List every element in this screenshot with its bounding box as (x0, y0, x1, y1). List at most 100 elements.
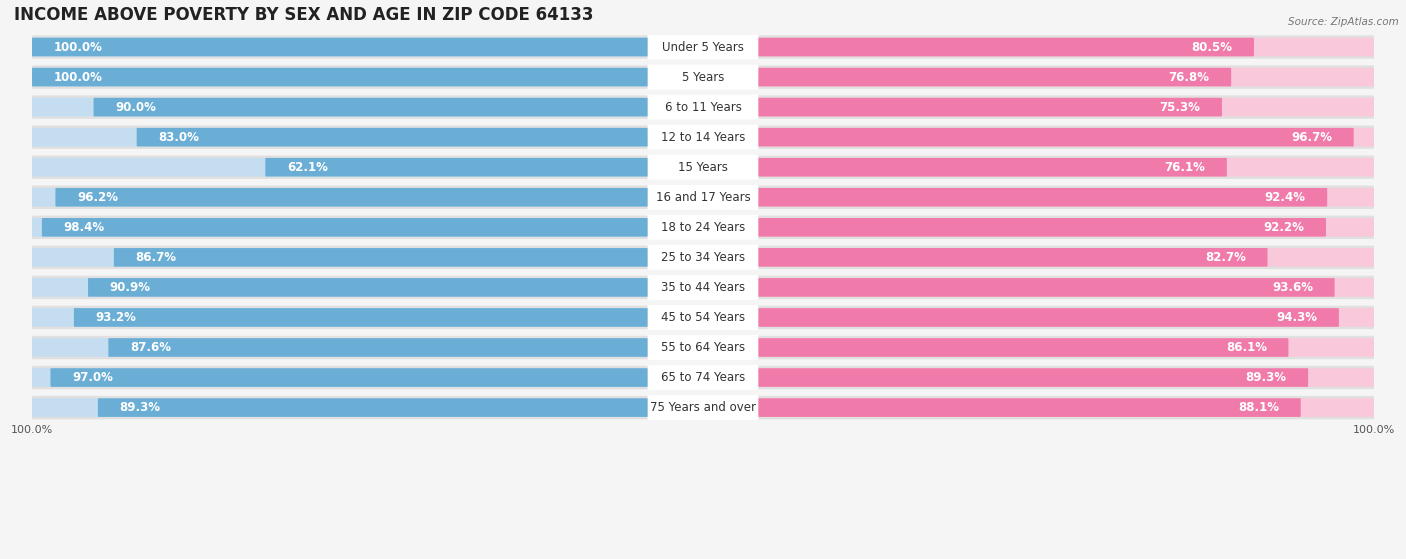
FancyBboxPatch shape (758, 306, 1374, 329)
FancyBboxPatch shape (758, 366, 1374, 389)
FancyBboxPatch shape (55, 188, 648, 207)
FancyBboxPatch shape (758, 336, 1374, 359)
FancyBboxPatch shape (648, 155, 758, 179)
FancyBboxPatch shape (648, 335, 758, 360)
FancyBboxPatch shape (75, 308, 648, 327)
Text: Under 5 Years: Under 5 Years (662, 41, 744, 54)
FancyBboxPatch shape (758, 158, 1374, 177)
FancyBboxPatch shape (32, 245, 648, 269)
FancyBboxPatch shape (32, 155, 648, 179)
FancyBboxPatch shape (758, 276, 1374, 299)
Text: 76.8%: 76.8% (1168, 70, 1209, 84)
FancyBboxPatch shape (758, 68, 1232, 87)
FancyBboxPatch shape (32, 336, 648, 359)
Text: 16 and 17 Years: 16 and 17 Years (655, 191, 751, 204)
FancyBboxPatch shape (32, 308, 648, 327)
Text: 96.7%: 96.7% (1291, 131, 1331, 144)
FancyBboxPatch shape (758, 248, 1374, 267)
Text: 35 to 44 Years: 35 to 44 Years (661, 281, 745, 294)
FancyBboxPatch shape (648, 94, 758, 120)
FancyBboxPatch shape (758, 68, 1374, 87)
FancyBboxPatch shape (32, 306, 648, 329)
FancyBboxPatch shape (266, 158, 648, 177)
Text: 80.5%: 80.5% (1191, 41, 1233, 54)
FancyBboxPatch shape (32, 338, 648, 357)
FancyBboxPatch shape (758, 245, 1374, 269)
FancyBboxPatch shape (758, 216, 1374, 239)
FancyBboxPatch shape (758, 218, 1374, 236)
Text: 96.2%: 96.2% (77, 191, 118, 204)
FancyBboxPatch shape (648, 275, 758, 300)
Text: 92.2%: 92.2% (1264, 221, 1305, 234)
Text: 5 Years: 5 Years (682, 70, 724, 84)
Text: 89.3%: 89.3% (120, 401, 160, 414)
FancyBboxPatch shape (32, 216, 648, 239)
FancyBboxPatch shape (648, 245, 758, 270)
FancyBboxPatch shape (758, 155, 1374, 179)
FancyBboxPatch shape (758, 37, 1374, 56)
FancyBboxPatch shape (758, 188, 1327, 207)
FancyBboxPatch shape (32, 65, 648, 89)
Text: 97.0%: 97.0% (72, 371, 112, 384)
FancyBboxPatch shape (758, 396, 1374, 419)
FancyBboxPatch shape (648, 305, 758, 330)
Text: 89.3%: 89.3% (1246, 371, 1286, 384)
Text: 65 to 74 Years: 65 to 74 Years (661, 371, 745, 384)
FancyBboxPatch shape (32, 68, 648, 87)
FancyBboxPatch shape (32, 186, 648, 209)
FancyBboxPatch shape (32, 125, 648, 149)
FancyBboxPatch shape (98, 398, 648, 417)
FancyBboxPatch shape (32, 68, 648, 87)
Text: 62.1%: 62.1% (287, 161, 328, 174)
FancyBboxPatch shape (758, 398, 1301, 417)
Text: 83.0%: 83.0% (159, 131, 200, 144)
FancyBboxPatch shape (758, 218, 1326, 236)
FancyBboxPatch shape (89, 278, 648, 297)
FancyBboxPatch shape (51, 368, 648, 387)
Text: 90.0%: 90.0% (115, 101, 156, 113)
FancyBboxPatch shape (758, 248, 1267, 267)
FancyBboxPatch shape (758, 35, 1374, 59)
FancyBboxPatch shape (136, 128, 648, 146)
Text: 6 to 11 Years: 6 to 11 Years (665, 101, 741, 113)
Text: 15 Years: 15 Years (678, 161, 728, 174)
FancyBboxPatch shape (32, 128, 648, 146)
Text: 93.2%: 93.2% (96, 311, 136, 324)
FancyBboxPatch shape (32, 278, 648, 297)
Text: INCOME ABOVE POVERTY BY SEX AND AGE IN ZIP CODE 64133: INCOME ABOVE POVERTY BY SEX AND AGE IN Z… (14, 6, 593, 24)
FancyBboxPatch shape (758, 158, 1227, 177)
Text: 88.1%: 88.1% (1239, 401, 1279, 414)
FancyBboxPatch shape (758, 96, 1374, 119)
FancyBboxPatch shape (32, 35, 648, 59)
Text: 18 to 24 Years: 18 to 24 Years (661, 221, 745, 234)
FancyBboxPatch shape (32, 188, 648, 207)
Text: 76.1%: 76.1% (1164, 161, 1205, 174)
FancyBboxPatch shape (758, 186, 1374, 209)
FancyBboxPatch shape (648, 125, 758, 150)
Text: 45 to 54 Years: 45 to 54 Years (661, 311, 745, 324)
FancyBboxPatch shape (114, 248, 648, 267)
FancyBboxPatch shape (758, 308, 1339, 327)
FancyBboxPatch shape (758, 98, 1222, 116)
Text: 90.9%: 90.9% (110, 281, 150, 294)
FancyBboxPatch shape (758, 278, 1334, 297)
FancyBboxPatch shape (758, 368, 1308, 387)
Text: Source: ZipAtlas.com: Source: ZipAtlas.com (1288, 17, 1399, 27)
FancyBboxPatch shape (32, 37, 648, 56)
Text: 86.1%: 86.1% (1226, 341, 1267, 354)
Text: 100.0%: 100.0% (1353, 425, 1395, 435)
FancyBboxPatch shape (648, 185, 758, 210)
FancyBboxPatch shape (32, 396, 648, 419)
FancyBboxPatch shape (758, 128, 1354, 146)
FancyBboxPatch shape (32, 218, 648, 236)
Text: 100.0%: 100.0% (11, 425, 53, 435)
FancyBboxPatch shape (32, 37, 648, 56)
FancyBboxPatch shape (32, 158, 648, 177)
Text: 82.7%: 82.7% (1205, 251, 1246, 264)
Text: 75.3%: 75.3% (1160, 101, 1201, 113)
FancyBboxPatch shape (648, 365, 758, 390)
FancyBboxPatch shape (758, 398, 1374, 417)
FancyBboxPatch shape (758, 128, 1374, 146)
Text: 75 Years and over: 75 Years and over (650, 401, 756, 414)
FancyBboxPatch shape (648, 215, 758, 240)
